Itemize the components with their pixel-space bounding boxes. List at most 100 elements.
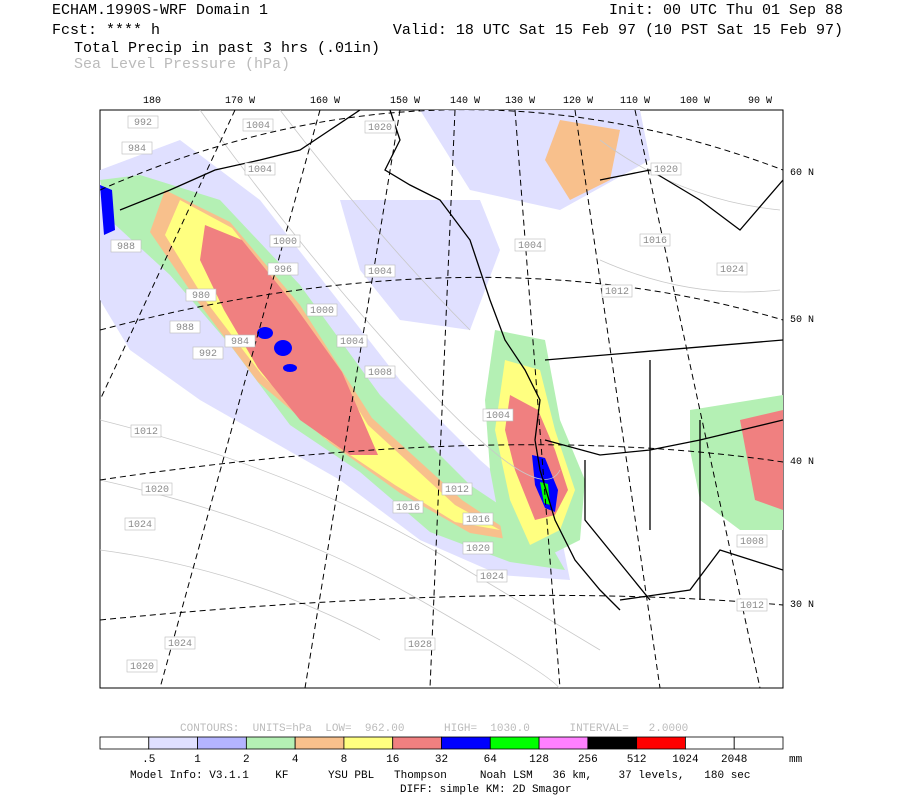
contour-label-box [224, 334, 256, 348]
contour-label: 1024 [128, 520, 152, 531]
contour-label: 1012 [134, 427, 158, 438]
contour-label-box [267, 262, 299, 276]
contour-label-box [462, 541, 494, 555]
colorbar-label: 16 [386, 754, 399, 766]
colorbar-unit: mm [789, 754, 803, 766]
colorbar-box [148, 736, 198, 750]
colorbar-box [343, 736, 394, 750]
contour-label: 1000 [273, 237, 297, 248]
valid-time: Valid: 18 UTC Sat 15 Feb 97 (10 PST Sat … [393, 22, 843, 39]
contour-label-box [164, 636, 196, 650]
longitude-label: 100 W [680, 96, 710, 107]
diffusion-info: DIFF: simple KM: 2D Smagor [400, 784, 572, 796]
precip-32 [100, 185, 115, 235]
contour-label-box [121, 141, 153, 155]
colorbar-label: 1 [194, 754, 201, 766]
longitude-label: 170 W [225, 96, 255, 107]
contour-label-box [269, 234, 301, 248]
colorbar-label: 8 [341, 754, 348, 766]
contour-label: 980 [192, 291, 210, 302]
colorbar-label: 32 [435, 754, 448, 766]
contour-label: 1008 [368, 368, 392, 379]
field-title: Total Precip in past 3 hrs (.01in) [74, 40, 380, 57]
contour-label: 1020 [654, 165, 678, 176]
contour-label: 984 [231, 337, 249, 348]
contour-label: 1016 [466, 515, 490, 526]
longitude-label: 110 W [620, 96, 650, 107]
contour-label-box [441, 482, 473, 496]
contour-label-box [244, 162, 276, 176]
longitude-label: 160 W [310, 96, 340, 107]
contour-label-box [639, 233, 671, 247]
contour-label-box [514, 238, 546, 252]
contour-label-box [192, 346, 224, 360]
contour-label: 1012 [740, 601, 764, 612]
contour-label-box [482, 408, 514, 422]
colorbar-label: 1024 [672, 754, 699, 766]
forecast-hour: Fcst: **** h [52, 22, 160, 39]
colorbar-box [245, 736, 296, 750]
contour-label: 1028 [408, 640, 432, 651]
contour-label: 992 [199, 349, 217, 360]
colorbar-box [99, 736, 150, 750]
precip-16 [200, 225, 378, 455]
contour-label: 1016 [396, 503, 420, 514]
contour-label-box [736, 598, 768, 612]
coastlines [119, 110, 783, 611]
longitude-label: 180 [143, 96, 161, 107]
contour-label: 1020 [130, 662, 154, 673]
contour-label-box [364, 120, 396, 134]
colorbar-label: 256 [578, 754, 598, 766]
colorbar-box [489, 736, 540, 750]
colorbar-box [441, 736, 491, 750]
colorbar-box [197, 736, 247, 750]
contour-label: 992 [134, 118, 152, 129]
contour-label-box [185, 288, 217, 302]
longitude-label: 140 W [450, 96, 480, 107]
overlay-title: Sea Level Pressure (hPa) [74, 56, 290, 73]
contour-label: 988 [117, 242, 135, 253]
colorbar-label: 128 [529, 754, 549, 766]
contour-label-box [736, 534, 768, 548]
contour-label-box [462, 512, 494, 526]
contour-label-box [141, 482, 173, 496]
contour-label: 1020 [145, 485, 169, 496]
precip-32 [274, 340, 292, 356]
contour-label: 988 [176, 323, 194, 334]
colorbar-label: 2 [243, 754, 250, 766]
colorbar-label: 64 [484, 754, 498, 766]
model-title: ECHAM.1990S-WRF Domain 1 [52, 2, 268, 19]
contour-label-box [476, 569, 508, 583]
contour-label-box [336, 334, 368, 348]
contour-info: CONTOURS: UNITS=hPa LOW= 962.00 HIGH= 10… [180, 723, 688, 735]
longitude-label: 120 W [563, 96, 593, 107]
contour-label-box [124, 517, 156, 531]
contour-label-box [242, 118, 274, 132]
init-time: Init: 00 UTC Thu 01 Sep 88 [609, 2, 843, 19]
contour-label-box [364, 264, 396, 278]
contour-label: 1016 [643, 236, 667, 247]
latitude-label: 60 N [790, 168, 814, 179]
contour-label-box [130, 424, 162, 438]
map-labels: 180 170 W 160 W 150 W 140 W 130 W 120 W 110 W 10… [110, 96, 814, 673]
contour-label: 1004 [368, 267, 392, 278]
precip-32 [283, 364, 297, 372]
contour-label: 1012 [445, 485, 469, 496]
colorbar: .5 1 2 4 8 16 32 64 128 256 512 1024 2048 [99, 736, 784, 766]
colorbar-box [538, 736, 589, 750]
contour-label: 1004 [340, 337, 364, 348]
contour-label: 1020 [466, 544, 490, 555]
contour-label: 1004 [518, 241, 542, 252]
contour-label-box [364, 365, 396, 379]
colorbar-box [294, 736, 345, 750]
contour-label: 1024 [480, 572, 504, 583]
contour-label-box [601, 284, 633, 298]
contour-label-box [169, 320, 201, 334]
contour-label-box [404, 637, 436, 651]
colorbar-box [392, 736, 442, 750]
longitude-label: 90 W [748, 96, 772, 107]
colorbar-box [636, 736, 686, 750]
contour-label-box [127, 115, 159, 129]
contour-label: 996 [274, 265, 292, 276]
